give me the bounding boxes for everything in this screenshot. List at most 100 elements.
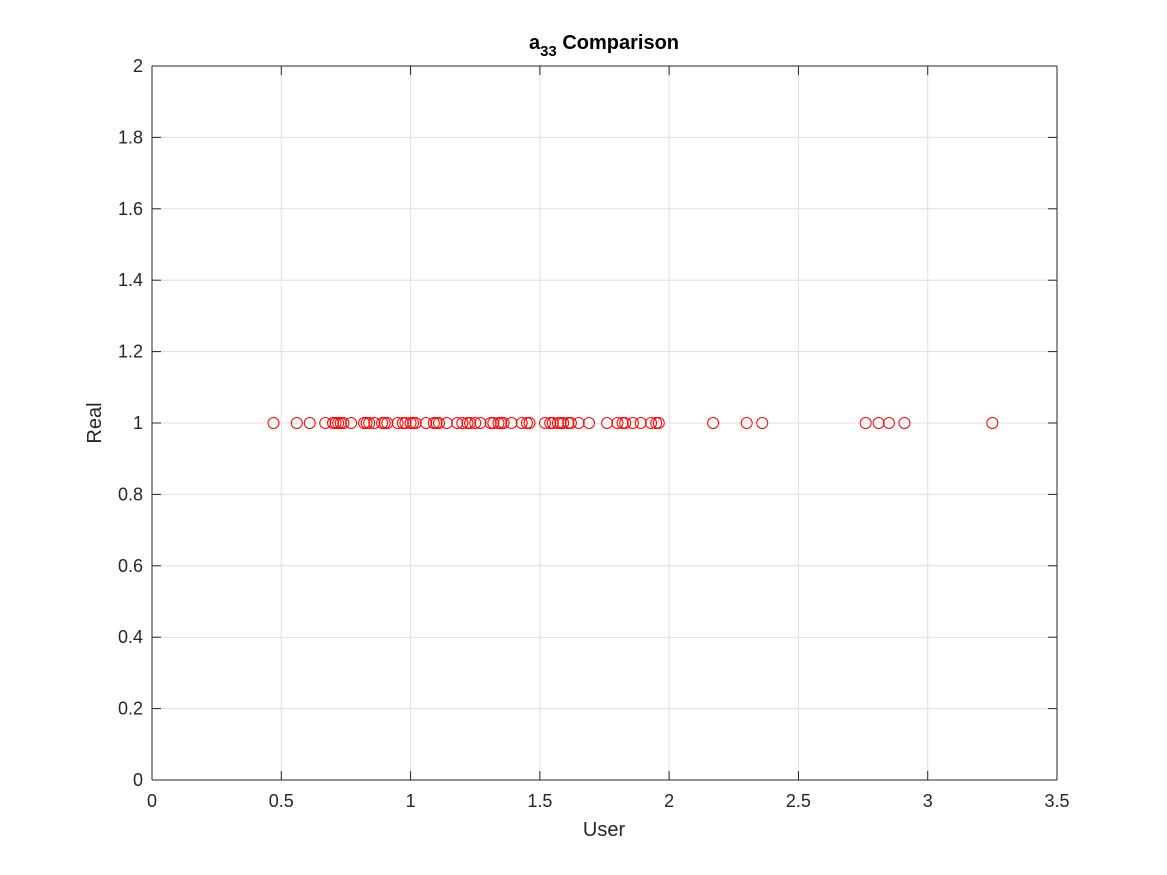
y-tick-label: 0: [133, 770, 143, 790]
y-tick-label: 1.8: [118, 127, 143, 147]
data-points: [267, 417, 999, 429]
data-point: [497, 417, 510, 429]
data-point: [358, 417, 371, 429]
data-point: [327, 417, 339, 429]
data-point: [469, 417, 482, 429]
data-point: [505, 417, 518, 429]
y-tick-label: 2: [133, 56, 143, 76]
y-tick-label: 1.6: [118, 199, 143, 219]
data-point: [378, 417, 391, 429]
data-point: [337, 417, 350, 429]
data-point: [544, 417, 557, 429]
data-point: [399, 417, 412, 429]
data-point: [859, 417, 872, 429]
data-point: [495, 417, 508, 429]
data-point: [461, 417, 474, 429]
data-point: [515, 417, 528, 429]
data-point: [652, 417, 665, 429]
data-point: [626, 417, 639, 429]
chart-title-subscript: 33: [540, 43, 557, 60]
data-point: [492, 417, 505, 429]
data-point: [391, 417, 404, 429]
x-tick-label: 0.5: [269, 791, 294, 811]
data-point: [433, 417, 446, 429]
data-point: [582, 417, 595, 429]
data-point: [407, 417, 420, 429]
chart-title-rest: Comparison: [557, 32, 679, 54]
data-point: [487, 417, 500, 429]
data-point: [430, 417, 443, 429]
data-point: [572, 417, 585, 429]
data-point: [557, 417, 570, 429]
chart-title: a33 Comparison: [529, 32, 679, 60]
data-point: [368, 417, 381, 429]
data-point: [520, 417, 533, 429]
y-tick-label: 0.4: [118, 627, 143, 647]
data-point: [381, 417, 394, 429]
data-point: [329, 417, 342, 429]
data-point: [539, 417, 552, 429]
x-tick-label: 0: [147, 791, 157, 811]
data-point: [619, 417, 632, 429]
data-point: [562, 417, 575, 429]
data-point: [484, 417, 497, 429]
data-point: [267, 417, 280, 429]
data-point: [427, 417, 440, 429]
data-point: [634, 417, 647, 429]
data-point: [707, 417, 720, 429]
grid: [152, 66, 1057, 780]
x-tick-label: 3.5: [1044, 791, 1069, 811]
y-axis-label: Real: [84, 402, 106, 443]
x-tick-label: 1.5: [527, 791, 552, 811]
axes: [151, 65, 1058, 781]
data-point: [554, 417, 567, 429]
data-point: [601, 417, 614, 429]
data-point: [986, 417, 999, 429]
tick-labels: 0 0.5 1 1.5 2 2.5 3 3.5 0 0.2 0.4 0.6 0.8 1 1.2 1.4 1.6 1…: [118, 56, 1070, 811]
data-point: [420, 417, 433, 429]
chart-title-base: a: [529, 32, 541, 54]
data-point: [564, 417, 577, 429]
data-point: [756, 417, 769, 429]
data-point: [404, 417, 417, 429]
data-point: [616, 417, 629, 429]
x-tick-label: 2.5: [786, 791, 811, 811]
data-point: [345, 417, 358, 429]
data-point: [451, 417, 464, 429]
data-point: [440, 417, 453, 429]
data-point: [456, 417, 469, 429]
y-tick-label: 0.6: [118, 556, 143, 576]
data-point: [396, 417, 409, 429]
data-point: [872, 417, 885, 429]
data-point: [319, 417, 332, 429]
data-point: [332, 417, 345, 429]
data-point: [464, 417, 477, 429]
data-point: [523, 417, 536, 429]
data-point: [882, 417, 895, 429]
x-axis-label: User: [583, 819, 626, 841]
data-point: [645, 417, 658, 429]
data-point: [360, 417, 373, 429]
data-point: [611, 417, 624, 429]
x-tick-label: 1: [406, 791, 416, 811]
data-point: [409, 417, 422, 429]
x-tick-label: 3: [923, 791, 933, 811]
data-point: [290, 417, 303, 429]
y-tick-label: 0.8: [118, 484, 143, 504]
data-point: [740, 417, 753, 429]
data-point: [474, 417, 487, 429]
data-point: [363, 417, 376, 429]
y-tick-label: 1: [133, 413, 143, 433]
data-point: [376, 417, 389, 429]
data-point: [303, 417, 316, 429]
data-point: [551, 417, 564, 429]
y-tick-label: 1.4: [118, 270, 143, 290]
data-point: [898, 417, 911, 429]
y-tick-label: 1.2: [118, 342, 143, 362]
data-point: [334, 417, 347, 429]
x-tick-label: 2: [664, 791, 674, 811]
y-tick-label: 0.2: [118, 699, 143, 719]
data-point: [650, 417, 663, 429]
